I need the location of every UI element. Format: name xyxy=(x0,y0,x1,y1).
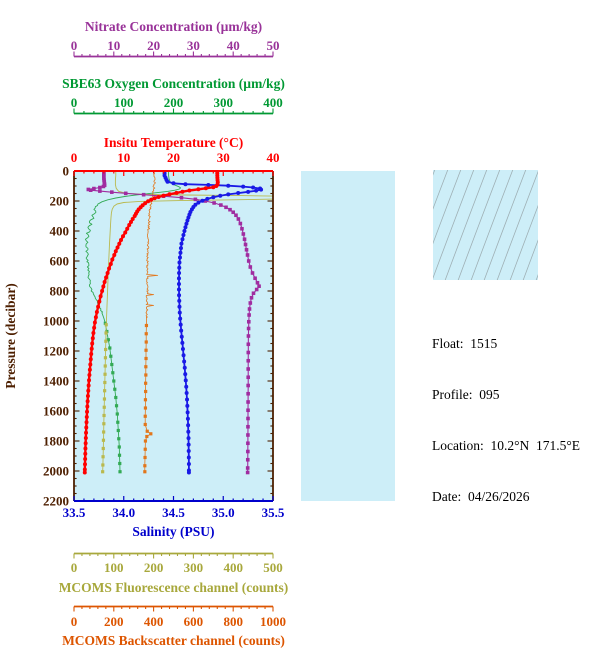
pressure-tick-label: 200 xyxy=(50,194,70,209)
backscatter-tick-label: 800 xyxy=(223,614,243,629)
fluorescence-tick-label: 100 xyxy=(104,560,124,575)
oxygen-tick-label: 0 xyxy=(71,95,78,110)
backscatter-axis-title: MCOMS Backscatter channel (counts) xyxy=(62,633,285,648)
fluorescence-tick-label: 200 xyxy=(144,560,164,575)
backscatter-tick-label: 0 xyxy=(71,614,78,629)
nitrate-axis-title: Nitrate Concentration (µm/kg) xyxy=(85,19,262,34)
salinity-tick-label: 34.5 xyxy=(162,505,185,520)
backscatter-tick-label: 600 xyxy=(184,614,204,629)
location-line: Location: 10.2°N 171.5°E xyxy=(432,438,581,453)
nitrate_profile xyxy=(86,171,261,475)
temperature_profile xyxy=(82,171,220,475)
pressure-tick-label: 800 xyxy=(50,284,70,299)
salinity-tick-label: 35.5 xyxy=(262,505,285,520)
nitrate-tick-label: 50 xyxy=(267,38,280,53)
fluorescence-axis-title: MCOMS Fluorescence channel (counts) xyxy=(59,580,289,595)
date-line: Date: 04/26/2026 xyxy=(432,489,530,504)
pressure-tick-label: 1600 xyxy=(43,404,69,419)
temperature-tick-label: 40 xyxy=(267,150,280,165)
pressure-axis-title: Pressure (decibar) xyxy=(3,283,18,389)
temperature-tick-label: 20 xyxy=(167,150,180,165)
temperature-axis-title: Insitu Temperature (°C) xyxy=(104,135,243,150)
nitrate-tick-label: 10 xyxy=(107,38,120,53)
temperature-tick-label: 10 xyxy=(117,150,130,165)
pressure-tick-label: 600 xyxy=(50,254,70,269)
fluorescence-tick-label: 0 xyxy=(71,560,78,575)
oxygen-axis-title: SBE63 Oxygen Concentration (µm/kg) xyxy=(62,76,285,91)
isopycnal-contours xyxy=(433,170,538,280)
fluorescence-axis: 0 100 200 300 400 500 MCOMS Fluorescence chann… xyxy=(59,552,289,595)
oxygen-tick-label: 400 xyxy=(263,95,283,110)
main-profile-panel: 0 10 20 30 40 Insitu Temperature (°C) 33.5 34.0… xyxy=(3,135,285,539)
nitrate-tick-label: 0 xyxy=(71,38,78,53)
pressure-tick-label: 1800 xyxy=(43,434,69,449)
pressure-tick-label: 1400 xyxy=(43,374,69,389)
oxygen-tick-label: 100 xyxy=(114,95,134,110)
salinity-tick-label: 34.0 xyxy=(112,505,135,520)
float-info: Float: 1515 Profile: 095 Location: 10.2°… xyxy=(432,301,580,539)
fluorescence-tick-label: 400 xyxy=(223,560,243,575)
salinity-axis-title: Salinity (PSU) xyxy=(132,524,214,539)
oxygen-axis: 0 100 200 300 400 SBE63 Oxygen Concentration … xyxy=(62,76,285,115)
nitrate-axis: 0 10 20 30 40 50 Nitrate Concentration (µm/kg) xyxy=(71,19,280,58)
pressure-tick-label: 1000 xyxy=(43,314,69,329)
nitrate-tick-label: 30 xyxy=(187,38,200,53)
pressure-tick-label: 0 xyxy=(63,164,70,179)
pressure-tick-label: 2000 xyxy=(43,464,69,479)
temperature-tick-label: 0 xyxy=(71,150,78,165)
salinity-tick-label: 35.0 xyxy=(212,505,235,520)
pressure-tick-label: 1200 xyxy=(43,344,69,359)
oxygen-tick-label: 200 xyxy=(164,95,184,110)
nitrate-tick-label: 40 xyxy=(227,38,240,53)
fluorescence-tick-label: 300 xyxy=(184,560,204,575)
backscatter-tick-label: 1000 xyxy=(260,614,286,629)
oxygen-tick-label: 300 xyxy=(214,95,234,110)
backscatter-tick-label: 200 xyxy=(104,614,124,629)
delta-t-panel xyxy=(301,171,395,501)
backscatter-tick-label: 400 xyxy=(144,614,164,629)
float-number-line: Float: 1515 xyxy=(432,336,498,351)
salinity_profile xyxy=(162,171,264,475)
temperature-tick-label: 30 xyxy=(217,150,230,165)
pressure-tick-label: 2200 xyxy=(43,494,69,509)
nitrate-tick-label: 20 xyxy=(147,38,160,53)
profile-number-line: Profile: 095 xyxy=(432,387,500,402)
backscatter-axis: 0 200 400 600 800 1000 MCOMS Backscatter chann… xyxy=(62,605,286,648)
fluorescence-tick-label: 500 xyxy=(263,560,283,575)
salinity-tick-label: 33.5 xyxy=(63,505,86,520)
pressure-tick-label: 400 xyxy=(50,224,70,239)
ts-diagram-panel xyxy=(433,170,538,280)
